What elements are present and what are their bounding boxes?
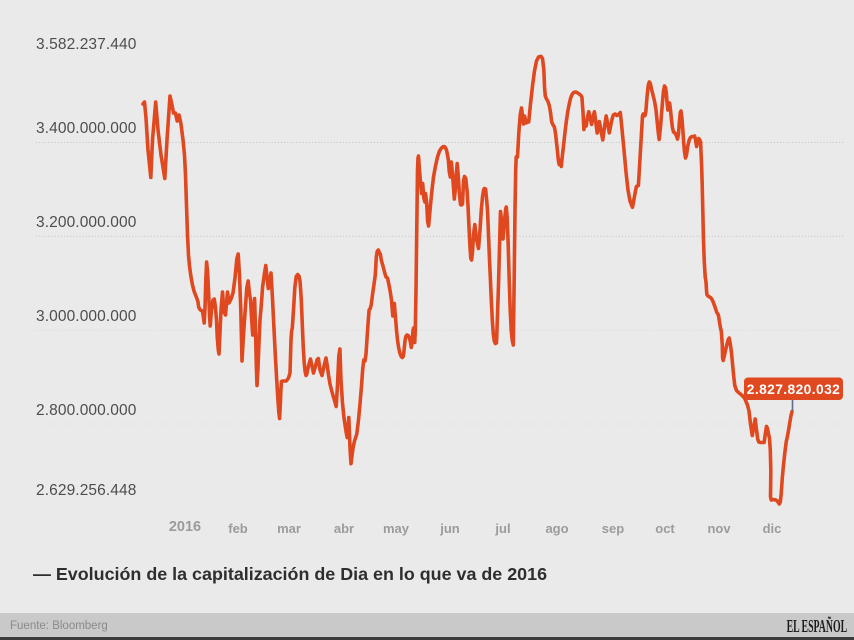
svg-text:2.827.820.032: 2.827.820.032 — [747, 382, 840, 397]
